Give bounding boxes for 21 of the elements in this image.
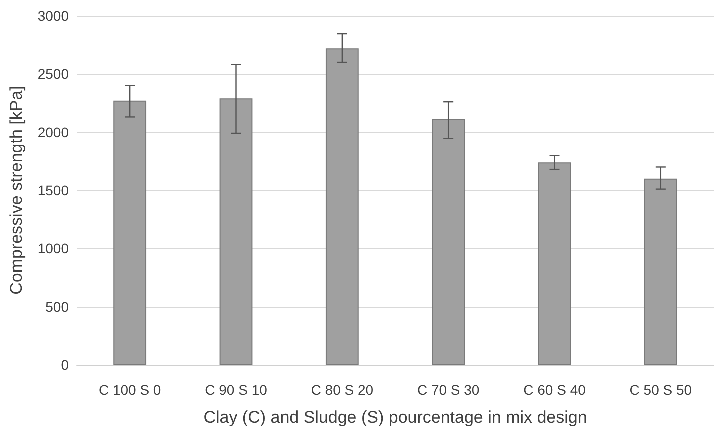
bar (114, 100, 147, 365)
bar (644, 178, 678, 365)
y-tick-label: 500 (46, 298, 70, 315)
bar (432, 120, 466, 365)
x-tick-label: C 90 S 10 (205, 382, 268, 398)
x-tick-label: C 80 S 20 (311, 382, 374, 398)
x-tick-label: C 50 S 50 (630, 382, 692, 398)
y-tick-label: 0 (61, 357, 70, 373)
y-tick-label: 3000 (38, 8, 70, 24)
y-tick-label: 1500 (38, 182, 70, 198)
x-tick-label: C 60 S 40 (524, 382, 586, 398)
bar (326, 48, 359, 365)
y-tick-label: 1000 (38, 240, 70, 257)
y-tick-label: 2000 (38, 124, 70, 140)
y-tick-label: 2500 (38, 66, 70, 82)
bar (220, 98, 253, 365)
x-axis-title: Clay (C) and Sludge (S) pourcentage in mix design (204, 408, 588, 427)
bar (538, 162, 572, 365)
x-tick-label: C 70 S 30 (417, 382, 480, 398)
y-axis-title: Compressive strength [kPa] (7, 86, 26, 295)
x-tick-label: C 100 S 0 (98, 382, 162, 398)
